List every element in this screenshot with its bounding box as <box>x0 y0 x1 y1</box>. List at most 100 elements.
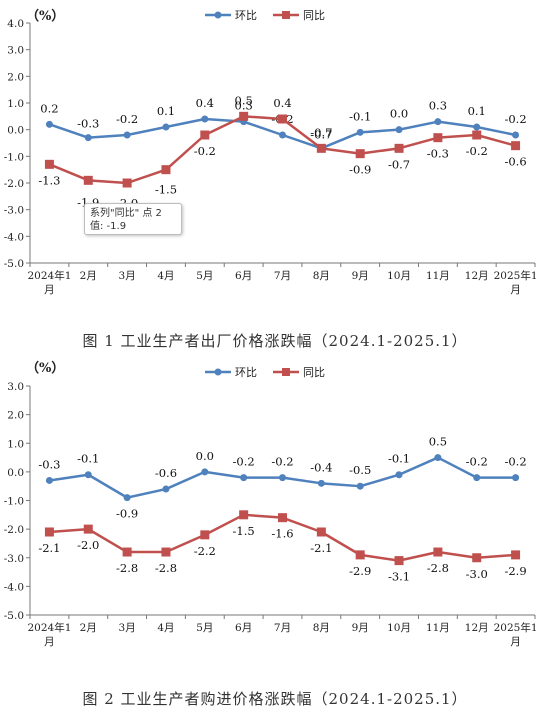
unit-label: （%） <box>26 360 64 376</box>
tooltip-value-line: 值: -1.9 <box>90 221 127 232</box>
tooltip-series-line: 系列"同比" 点 2 <box>90 208 162 219</box>
data-point-mom <box>84 471 92 479</box>
data-label-mom: 0.0 <box>390 107 408 121</box>
y-tick-label: 0.0 <box>7 125 24 137</box>
x-tick-label: 7月 <box>274 622 291 634</box>
data-label-mom: 0.3 <box>235 99 253 113</box>
x-tick-label: 8月 <box>313 622 330 634</box>
data-label-mom: -0.2 <box>504 112 526 126</box>
data-label-mom: 0.3 <box>429 99 447 113</box>
data-point-yoy <box>394 143 404 153</box>
data-point-mom <box>395 126 403 134</box>
x-tick-label-line2: 月 <box>44 636 55 648</box>
data-point-yoy <box>316 143 326 153</box>
data-label-mom: 0.1 <box>468 104 486 118</box>
data-point-yoy <box>44 159 54 169</box>
data-point-mom <box>84 134 92 142</box>
data-label-yoy: -2.8 <box>155 561 177 575</box>
data-point-yoy <box>355 149 365 159</box>
y-tick-label: 3.0 <box>7 381 24 393</box>
data-point-yoy <box>161 547 171 557</box>
data-point-mom <box>201 115 209 123</box>
data-label-yoy: -2.1 <box>310 541 332 555</box>
x-tick-label: 3月 <box>119 622 136 634</box>
data-label-yoy: -2.8 <box>116 561 138 575</box>
y-tick-label: 3.0 <box>7 45 24 57</box>
y-tick-label: 0.0 <box>7 467 24 479</box>
data-point-mom <box>356 128 364 136</box>
y-tick-label: 1.0 <box>7 98 24 110</box>
legend-marker-0 <box>214 368 222 376</box>
data-point-yoy <box>278 513 287 523</box>
x-tick-label: 6月 <box>235 622 252 634</box>
data-point-yoy <box>200 530 210 540</box>
y-tick-label: -1.0 <box>4 496 24 508</box>
data-point-yoy <box>433 547 443 557</box>
data-point-yoy <box>200 130 210 140</box>
y-tick-label: -2.0 <box>4 178 24 190</box>
x-tick-label-line2: 月 <box>44 284 55 296</box>
data-label-mom: -0.2 <box>271 455 293 469</box>
data-label-yoy: -0.2 <box>466 144 488 158</box>
data-point-yoy <box>44 527 54 537</box>
x-tick-label: 11月 <box>426 270 450 282</box>
data-label-mom: -0.2 <box>233 455 255 469</box>
data-point-yoy <box>316 527 326 537</box>
data-point-yoy <box>433 133 443 143</box>
data-label-mom: 0.1 <box>157 104 175 118</box>
data-point-mom <box>279 474 286 482</box>
x-tick-label: 4月 <box>157 270 174 282</box>
data-label-mom: -0.5 <box>349 463 371 477</box>
y-tick-label: -4.0 <box>4 581 24 593</box>
data-label-yoy: -1.5 <box>233 524 255 538</box>
data-point-mom <box>512 131 520 139</box>
legend-marker-1 <box>282 368 290 376</box>
legend-label-1: 同比 <box>303 366 325 379</box>
x-tick-label-line1: 2024年1 <box>27 621 71 634</box>
x-tick-label: 6月 <box>235 270 252 282</box>
y-tick-label: 2.0 <box>7 410 24 422</box>
x-tick-label: 3月 <box>119 270 136 282</box>
data-point-mom <box>45 120 53 128</box>
y-tick-label: -3.0 <box>4 205 24 217</box>
data-label-mom: 0.5 <box>429 435 447 449</box>
data-point-mom <box>123 131 131 139</box>
data-point-yoy <box>511 141 521 151</box>
x-tick-label: 12月 <box>465 270 489 282</box>
data-label-yoy: -1.3 <box>38 173 60 187</box>
data-label-mom: -0.7 <box>310 127 332 141</box>
data-point-tooltip: 系列"同比" 点 2 值: -1.9 <box>84 203 182 235</box>
data-label-yoy: -2.9 <box>349 564 371 578</box>
y-tick-label: -4.0 <box>4 231 24 243</box>
chart-caption-1: 图 1 工业生产者出厂价格涨跌幅（2024.1-2025.1） <box>82 332 468 350</box>
chart-ppi-input: （%） 环比 同比3.02.01.00.0-1.0-2.0-3.0-4.0-5.02… <box>4 360 538 648</box>
x-tick-label: 2月 <box>80 270 97 282</box>
x-tick-label: 9月 <box>352 270 369 282</box>
x-tick-label-line1: 2025年1 <box>494 621 538 634</box>
data-point-mom <box>434 454 442 462</box>
legend-label-0: 环比 <box>235 366 257 379</box>
x-tick-label: 5月 <box>196 270 213 282</box>
data-label-yoy: -0.7 <box>388 157 410 171</box>
data-point-mom <box>162 485 170 493</box>
data-label-mom: 0.4 <box>196 96 214 110</box>
y-tick-label: -1.0 <box>4 151 24 163</box>
chart-legend: 环比 同比 <box>205 366 325 379</box>
data-point-mom <box>356 482 364 490</box>
x-tick-label: 5月 <box>196 622 213 634</box>
data-label-yoy: -2.2 <box>194 544 216 558</box>
x-tick-label: 7月 <box>274 270 291 282</box>
data-point-yoy <box>278 114 287 124</box>
data-point-yoy <box>511 550 521 560</box>
data-label-yoy: -2.1 <box>38 541 60 555</box>
data-label-mom: -0.3 <box>38 457 60 471</box>
chart-caption-2: 图 2 工业生产者购进价格涨跌幅（2024.1-2025.1） <box>82 690 468 708</box>
data-point-mom <box>473 123 481 131</box>
data-label-mom: -0.6 <box>155 466 177 480</box>
x-tick-label: 9月 <box>352 622 369 634</box>
data-label-yoy: -2.8 <box>427 561 449 575</box>
data-label-yoy: 0.4 <box>273 96 291 110</box>
data-point-mom <box>434 118 442 126</box>
data-label-mom: -0.1 <box>349 109 371 123</box>
data-label-mom: -0.2 <box>116 112 138 126</box>
